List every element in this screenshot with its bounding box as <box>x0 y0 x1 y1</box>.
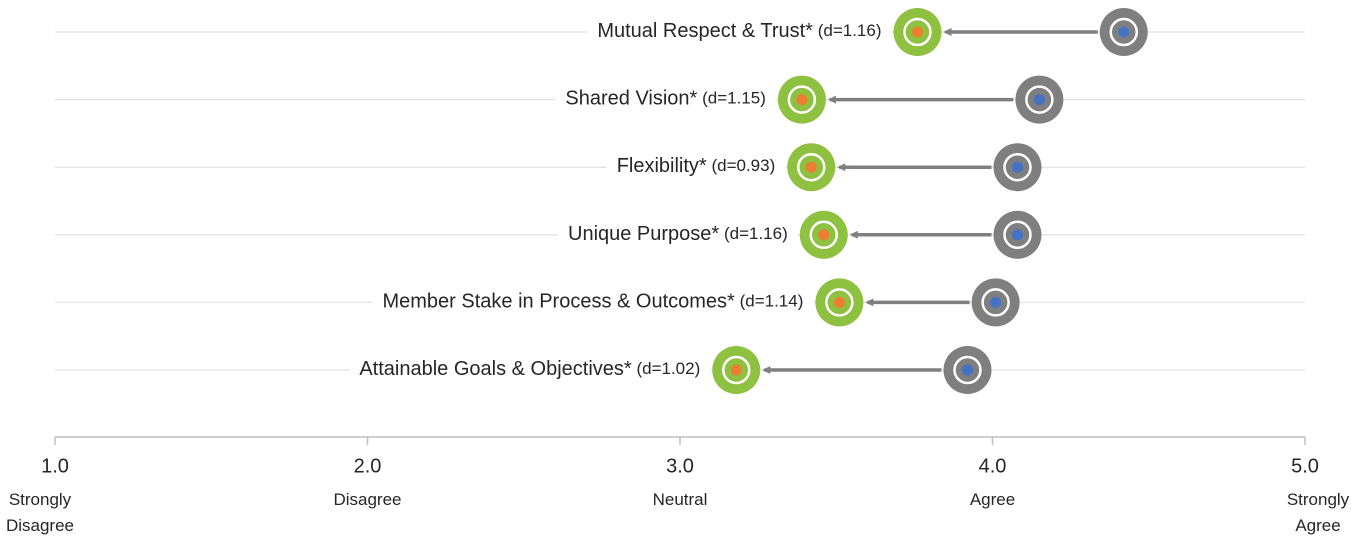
category-name: Mutual Respect & Trust* <box>597 20 813 42</box>
x-tick-label: 1.0 <box>41 455 69 477</box>
point-dot <box>796 94 808 106</box>
point-ring <box>722 355 751 385</box>
effect-size-label: (d=1.14) <box>740 292 804 311</box>
point-ring <box>1003 220 1032 250</box>
category-label: Shared Vision* (d=1.15) <box>565 88 765 110</box>
point-ring <box>825 288 854 317</box>
effect-size-label: (d=1.15) <box>702 89 766 108</box>
category-name: Flexibility* <box>617 155 707 177</box>
effect-size-label: (d=1.16) <box>724 224 788 243</box>
point-dot <box>1118 26 1130 38</box>
category-label: Unique Purpose* (d=1.16) <box>568 223 788 245</box>
category-label: Flexibility* (d=0.93) <box>617 155 776 177</box>
label-background <box>555 89 776 110</box>
label-background <box>349 360 711 380</box>
point-ring <box>797 152 826 182</box>
effect-size-label: (d=1.16) <box>818 21 882 40</box>
label-background <box>558 224 798 245</box>
point-ring <box>1025 85 1054 114</box>
category-name: Attainable Goals & Objectives* <box>359 358 632 380</box>
point-ring <box>1003 152 1032 182</box>
x-tick-label: 3.0 <box>666 455 694 477</box>
point-dot <box>805 161 817 173</box>
x-tick-label: 4.0 <box>979 455 1007 477</box>
point-ring <box>903 17 932 47</box>
point-ring <box>809 220 838 250</box>
point-dot <box>833 296 845 308</box>
point-dot <box>1012 161 1023 173</box>
category-label: Member Stake in Process & Outcomes* (d=1… <box>382 291 803 313</box>
point-ring <box>787 85 817 114</box>
x-tick-description: Agree <box>969 490 1016 509</box>
effect-size-label: (d=0.93) <box>711 157 775 176</box>
point-ring <box>1109 17 1138 47</box>
effect-size-label: (d=1.02) <box>636 359 700 378</box>
category-label: Mutual Respect & Trust* (d=1.16) <box>597 20 881 42</box>
point-dot <box>1033 94 1045 106</box>
x-tick-label: 5.0 <box>1291 455 1319 477</box>
x-tick-description: Disagree <box>333 490 402 509</box>
point-dot <box>962 364 973 376</box>
category-label: Attainable Goals & Objectives* (d=1.02) <box>359 358 700 380</box>
point-dot <box>990 296 1002 308</box>
point-dot <box>912 26 923 38</box>
point-ring <box>953 355 982 385</box>
x-tick-label: 2.0 <box>354 455 382 477</box>
label-background <box>587 22 892 42</box>
point-ring <box>981 288 1010 317</box>
category-name: Unique Purpose* <box>568 223 719 245</box>
category-name: Shared Vision* <box>565 88 697 110</box>
label-background <box>372 292 814 313</box>
category-name: Member Stake in Process & Outcomes* <box>382 291 735 313</box>
label-background <box>606 157 786 178</box>
point-dot <box>730 364 742 376</box>
x-tick-description: Neutral <box>652 490 708 509</box>
point-dot <box>818 229 830 241</box>
x-tick-description: Strongly Agree <box>1286 490 1350 535</box>
x-tick-description: Strongly Disagree <box>5 490 75 535</box>
point-dot <box>1012 229 1023 241</box>
